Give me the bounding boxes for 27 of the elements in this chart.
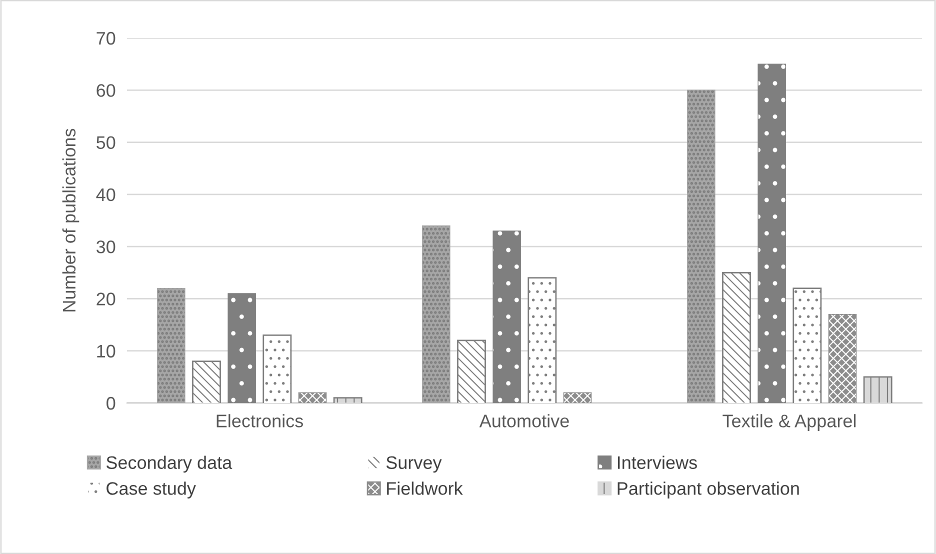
y-tick-label: 60 [96, 84, 116, 97]
y-tick-label: 20 [96, 292, 116, 306]
x-tick-label: Automotive [479, 414, 569, 428]
bar [563, 392, 592, 403]
y-tick-label: 10 [97, 344, 116, 358]
bar [422, 225, 450, 403]
y-tick-label: 50 [96, 136, 116, 150]
x-tick-label: Electronics [216, 414, 303, 428]
bar [828, 314, 857, 403]
legend-label: Case study [106, 482, 196, 498]
legend-label: Interviews [618, 456, 697, 470]
legend-label: Survey [386, 456, 442, 473]
bar [228, 293, 256, 403]
y-tick-label: 30 [96, 240, 116, 254]
bar [758, 64, 786, 403]
x-tick-label: Textile & Apparel [722, 414, 856, 431]
y-axis-title: Number of publications [62, 128, 80, 312]
y-tick-label: 0 [106, 396, 116, 410]
bar [157, 288, 186, 403]
legend-label: Participant observation [618, 482, 799, 498]
bar [492, 230, 521, 403]
legend-label: Secondary data [106, 456, 232, 473]
bar [298, 392, 327, 403]
legend-label: Fieldwork [387, 482, 463, 495]
y-tick-label: 40 [96, 188, 116, 202]
y-tick-label: 70 [96, 32, 116, 45]
bar [687, 90, 716, 403]
